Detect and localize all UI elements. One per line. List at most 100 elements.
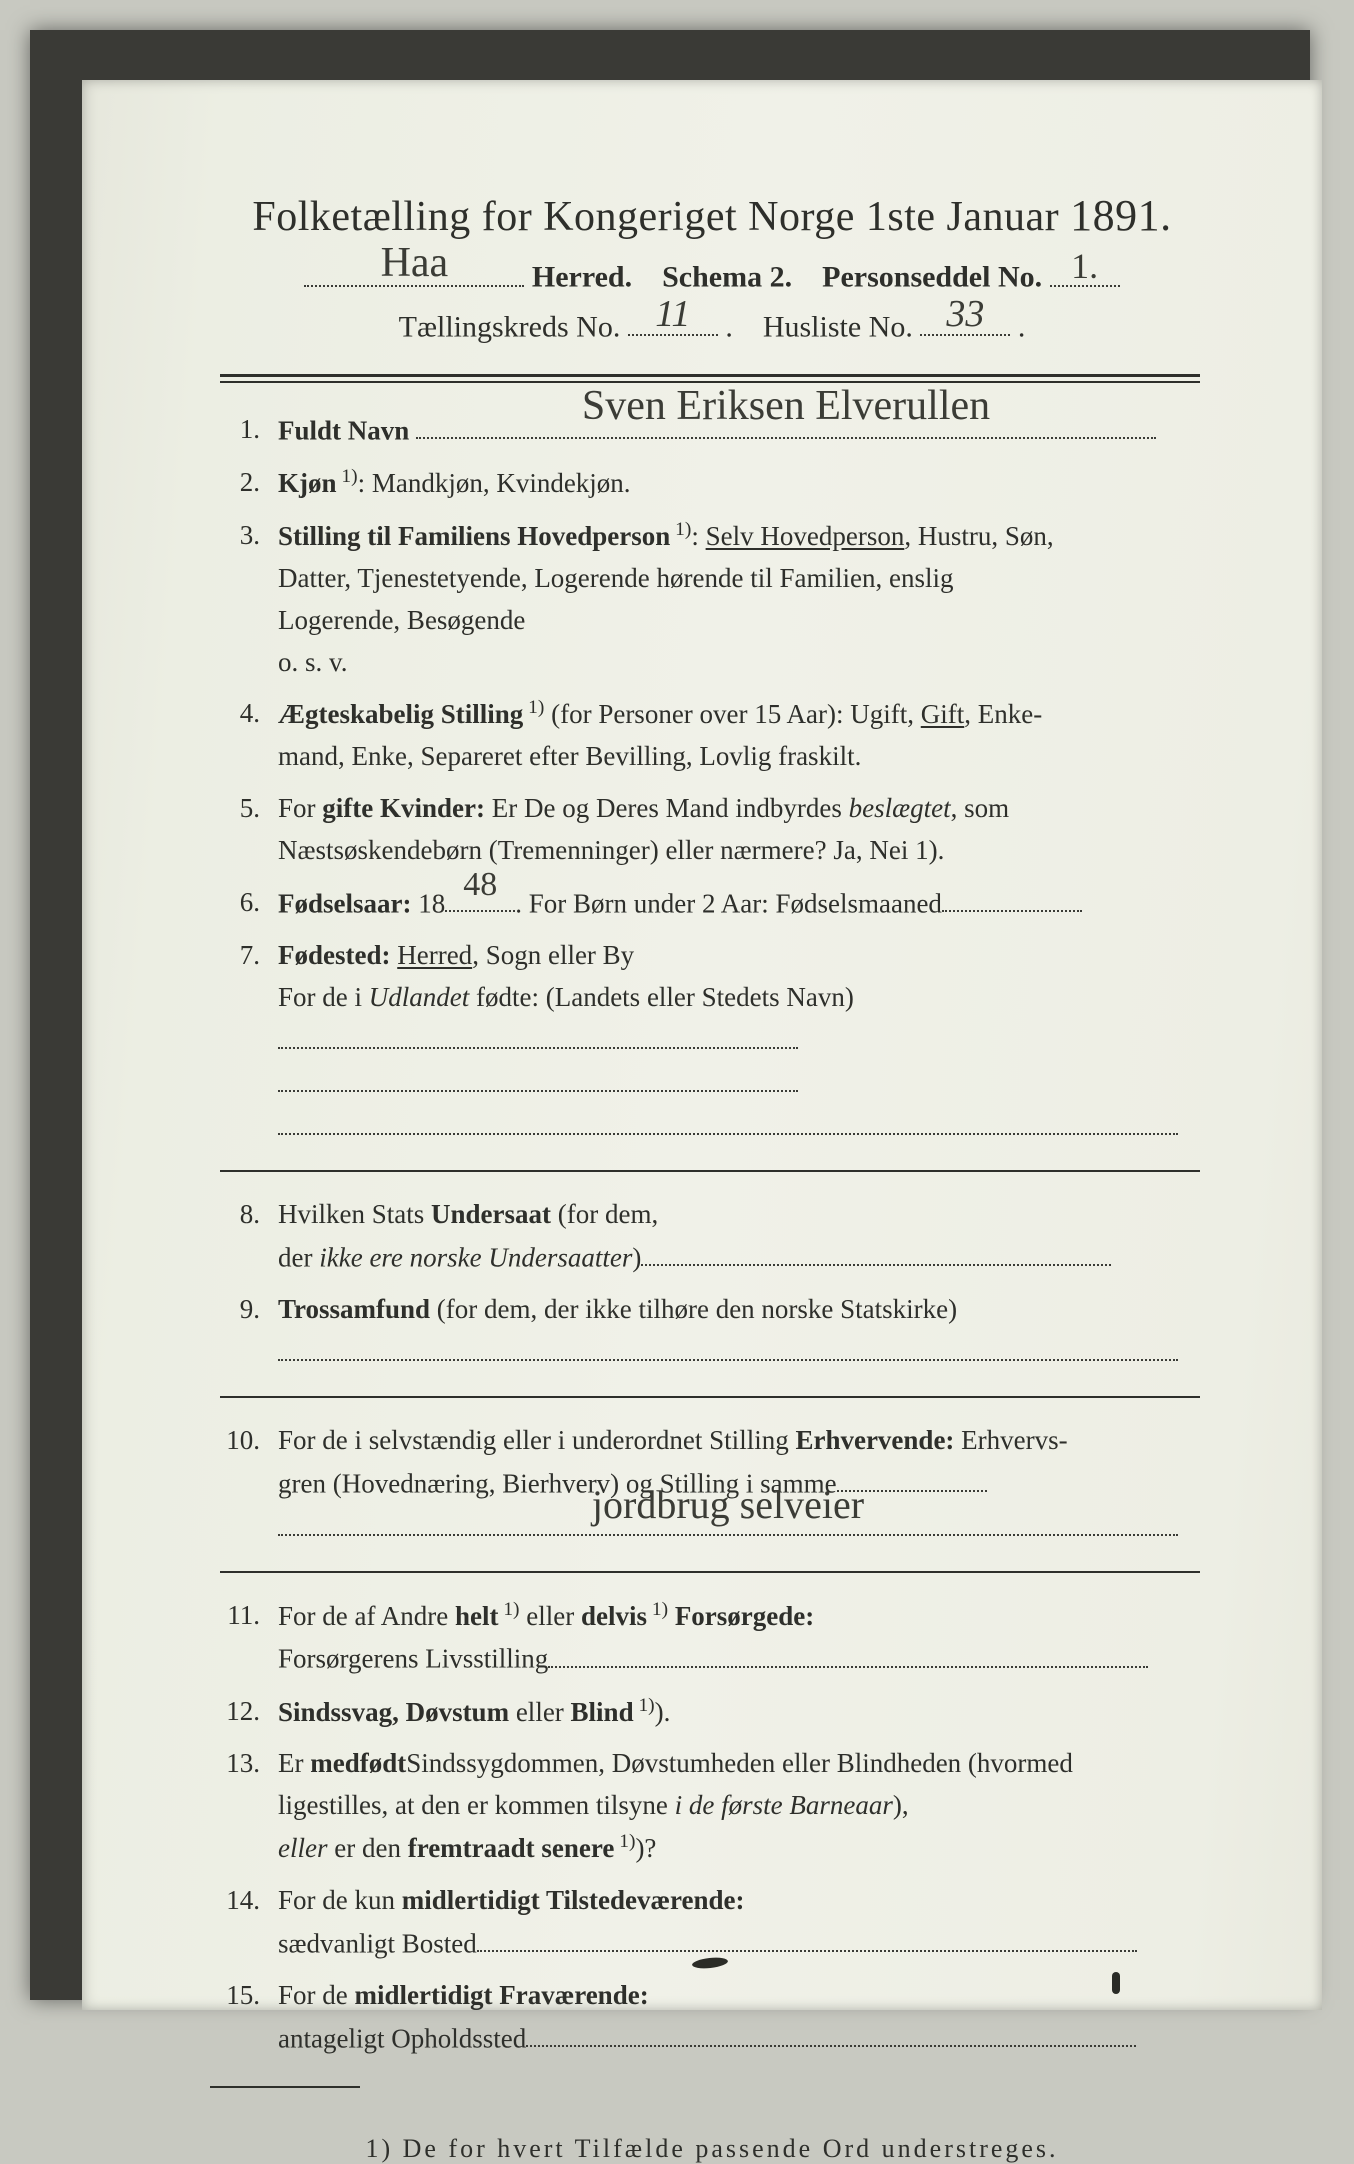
item-body: For gifte Kvinder: Er De og Deres Mand i… [278,788,1222,872]
item-number: 11. [202,1595,278,1681]
form-title: Folketælling for Kongeriget Norge 1ste J… [202,190,1222,241]
tk-hw: 11 [628,292,718,336]
item-body: For de midlertidigt Fraværende:antagelig… [278,1975,1222,2060]
item-body: Fuldt Navn Sven Eriksen Elverullen [278,409,1222,452]
item-number: 12. [202,1691,278,1734]
title-pre: Folketælling for Kongeriget Norge 1ste J… [252,194,1070,240]
item-body: Sindssvag, Døvstum eller Blind 1)). [278,1691,1222,1734]
dotted-field [278,1105,1178,1135]
form-item: 13.Er medfødtSindssygdommen, Døvstumhede… [202,1743,1222,1870]
dotted-field: Sven Eriksen Elverullen [416,409,1156,439]
ink-speck [1112,1972,1120,1994]
form-item: 6.Fødselsaar: 1848. For Børn under 2 Aar… [202,882,1222,925]
item-body: Stilling til Familiens Hovedperson 1): S… [278,515,1222,683]
form-item: 2.Kjøn 1): Mandkjøn, Kvindekjøn. [202,462,1222,505]
item-number: 3. [202,515,278,683]
item-number: 14. [202,1880,278,1965]
item-number: 5. [202,788,278,872]
section-rule [220,1170,1200,1172]
dotted-field [278,1062,798,1092]
item-label: Trossamfund [278,1294,430,1324]
husliste-field: 33 [920,303,1010,337]
item-number: 4. [202,693,278,778]
item-label: Stilling til Familiens Hovedperson [278,521,670,551]
item-label: midlertidigt Fraværende: [355,1980,649,2010]
tk-label: Tællingskreds No. [399,310,621,343]
form-item: 9.Trossamfund (for dem, der ikke tilhøre… [202,1289,1222,1374]
dotted-field [278,1331,1178,1361]
dotted-field: 48 [445,882,515,912]
header-row-2: Tællingskreds No. 11 . Husliste No. 33 . [202,303,1222,345]
item-number: 2. [202,462,278,505]
item-number: 7. [202,935,278,1148]
item-label: Fødested: [278,940,390,970]
dotted-field [477,1922,1137,1952]
item-label: Erhvervende: [795,1425,954,1455]
item-label: Sindssvag, Døvstum [278,1697,509,1727]
form-content: Folketælling for Kongeriget Norge 1ste J… [202,190,1222,2164]
item-number: 10. [202,1420,278,1548]
item-number: 6. [202,882,278,925]
item-body: For de i selvstændig eller i underordnet… [278,1420,1222,1548]
item-label: Ægteskabelig Stilling [278,699,523,729]
item-body: For de kun midlertidigt Tilstedeværende:… [278,1880,1222,1965]
handwritten-value: jordbrug selveier [278,1474,1178,1536]
scan-frame: Folketælling for Kongeriget Norge 1ste J… [30,30,1310,2000]
form-item: 5.For gifte Kvinder: Er De og Deres Mand… [202,788,1222,872]
item-body: For de af Andre helt 1) eller delvis 1) … [278,1595,1222,1681]
form-item: 15.For de midlertidigt Fraværende:antage… [202,1975,1222,2060]
title-year: 1891. [1070,191,1172,240]
item-body: Er medfødtSindssygdommen, Døvstumheden e… [278,1743,1222,1870]
form-item: 10.For de i selvstændig eller i underord… [202,1420,1222,1548]
items-list: 1.Fuldt Navn Sven Eriksen Elverullen2.Kj… [202,409,1222,2060]
herred-hw: Haa [304,239,524,287]
husliste-label: Husliste No. [763,310,913,343]
section-rule [220,1571,1200,1573]
dotted-field [278,1019,798,1049]
personseddel-hw: 1. [1050,245,1120,287]
tk-field: 11 [628,303,718,337]
handwritten-value: 48 [445,859,515,912]
header-row-1: Haa Herred. Schema 2. Personseddel No. 1… [202,253,1222,295]
form-item: 7.Fødested: Herred, Sogn eller ByFor de … [202,935,1222,1148]
item-body: Trossamfund (for dem, der ikke tilhøre d… [278,1289,1222,1374]
section-rule [220,1396,1200,1398]
item-body: Ægteskabelig Stilling 1) (for Personer o… [278,693,1222,778]
footnote-text: 1) De for hvert Tilfælde passende Ord un… [365,2134,1058,2163]
item-number: 13. [202,1743,278,1870]
form-item: 4.Ægteskabelig Stilling 1) (for Personer… [202,693,1222,778]
husliste-hw: 33 [920,292,1010,336]
item-number: 8. [202,1194,278,1279]
dotted-field [548,1637,1148,1667]
paper-sheet: Folketælling for Kongeriget Norge 1ste J… [82,80,1322,2010]
form-item: 8.Hvilken Stats Undersaat (for dem,der i… [202,1194,1222,1279]
item-label: gifte Kvinder: [322,793,485,823]
dotted-field [526,2017,1136,2047]
item-label: Fuldt Navn [278,415,409,445]
handwritten-value: Sven Eriksen Elverullen [416,374,1156,439]
item-body: Kjøn 1): Mandkjøn, Kvindekjøn. [278,462,1222,505]
personseddel-field: 1. [1050,253,1120,287]
item-label: Undersaat [431,1199,551,1229]
footnote: 1) De for hvert Tilfælde passende Ord un… [202,2134,1222,2164]
item-number: 15. [202,1975,278,2060]
dotted-field [641,1236,1111,1266]
personseddel-label: Personseddel No. [822,261,1042,294]
item-label: midlertidigt Tilstedeværende: [402,1885,745,1915]
dotted-field [942,882,1082,912]
herred-label: Herred. [532,261,632,294]
item-number: 1. [202,409,278,452]
form-item: 11.For de af Andre helt 1) eller delvis … [202,1595,1222,1681]
form-item: 3.Stilling til Familiens Hovedperson 1):… [202,515,1222,683]
item-body: Fødested: Herred, Sogn eller ByFor de i … [278,935,1222,1148]
schema-label: Schema 2. [662,261,792,294]
footnote-rule [210,2086,360,2088]
item-label: Kjøn [278,468,337,498]
item-number: 9. [202,1289,278,1374]
item-body: Hvilken Stats Undersaat (for dem,der ikk… [278,1194,1222,1279]
herred-field: Haa [304,253,524,287]
item-label: medfødt [310,1748,406,1778]
item-label: helt [455,1601,499,1631]
item-label: Fødselsaar: [278,888,411,918]
item-body: Fødselsaar: 1848. For Børn under 2 Aar: … [278,882,1222,925]
